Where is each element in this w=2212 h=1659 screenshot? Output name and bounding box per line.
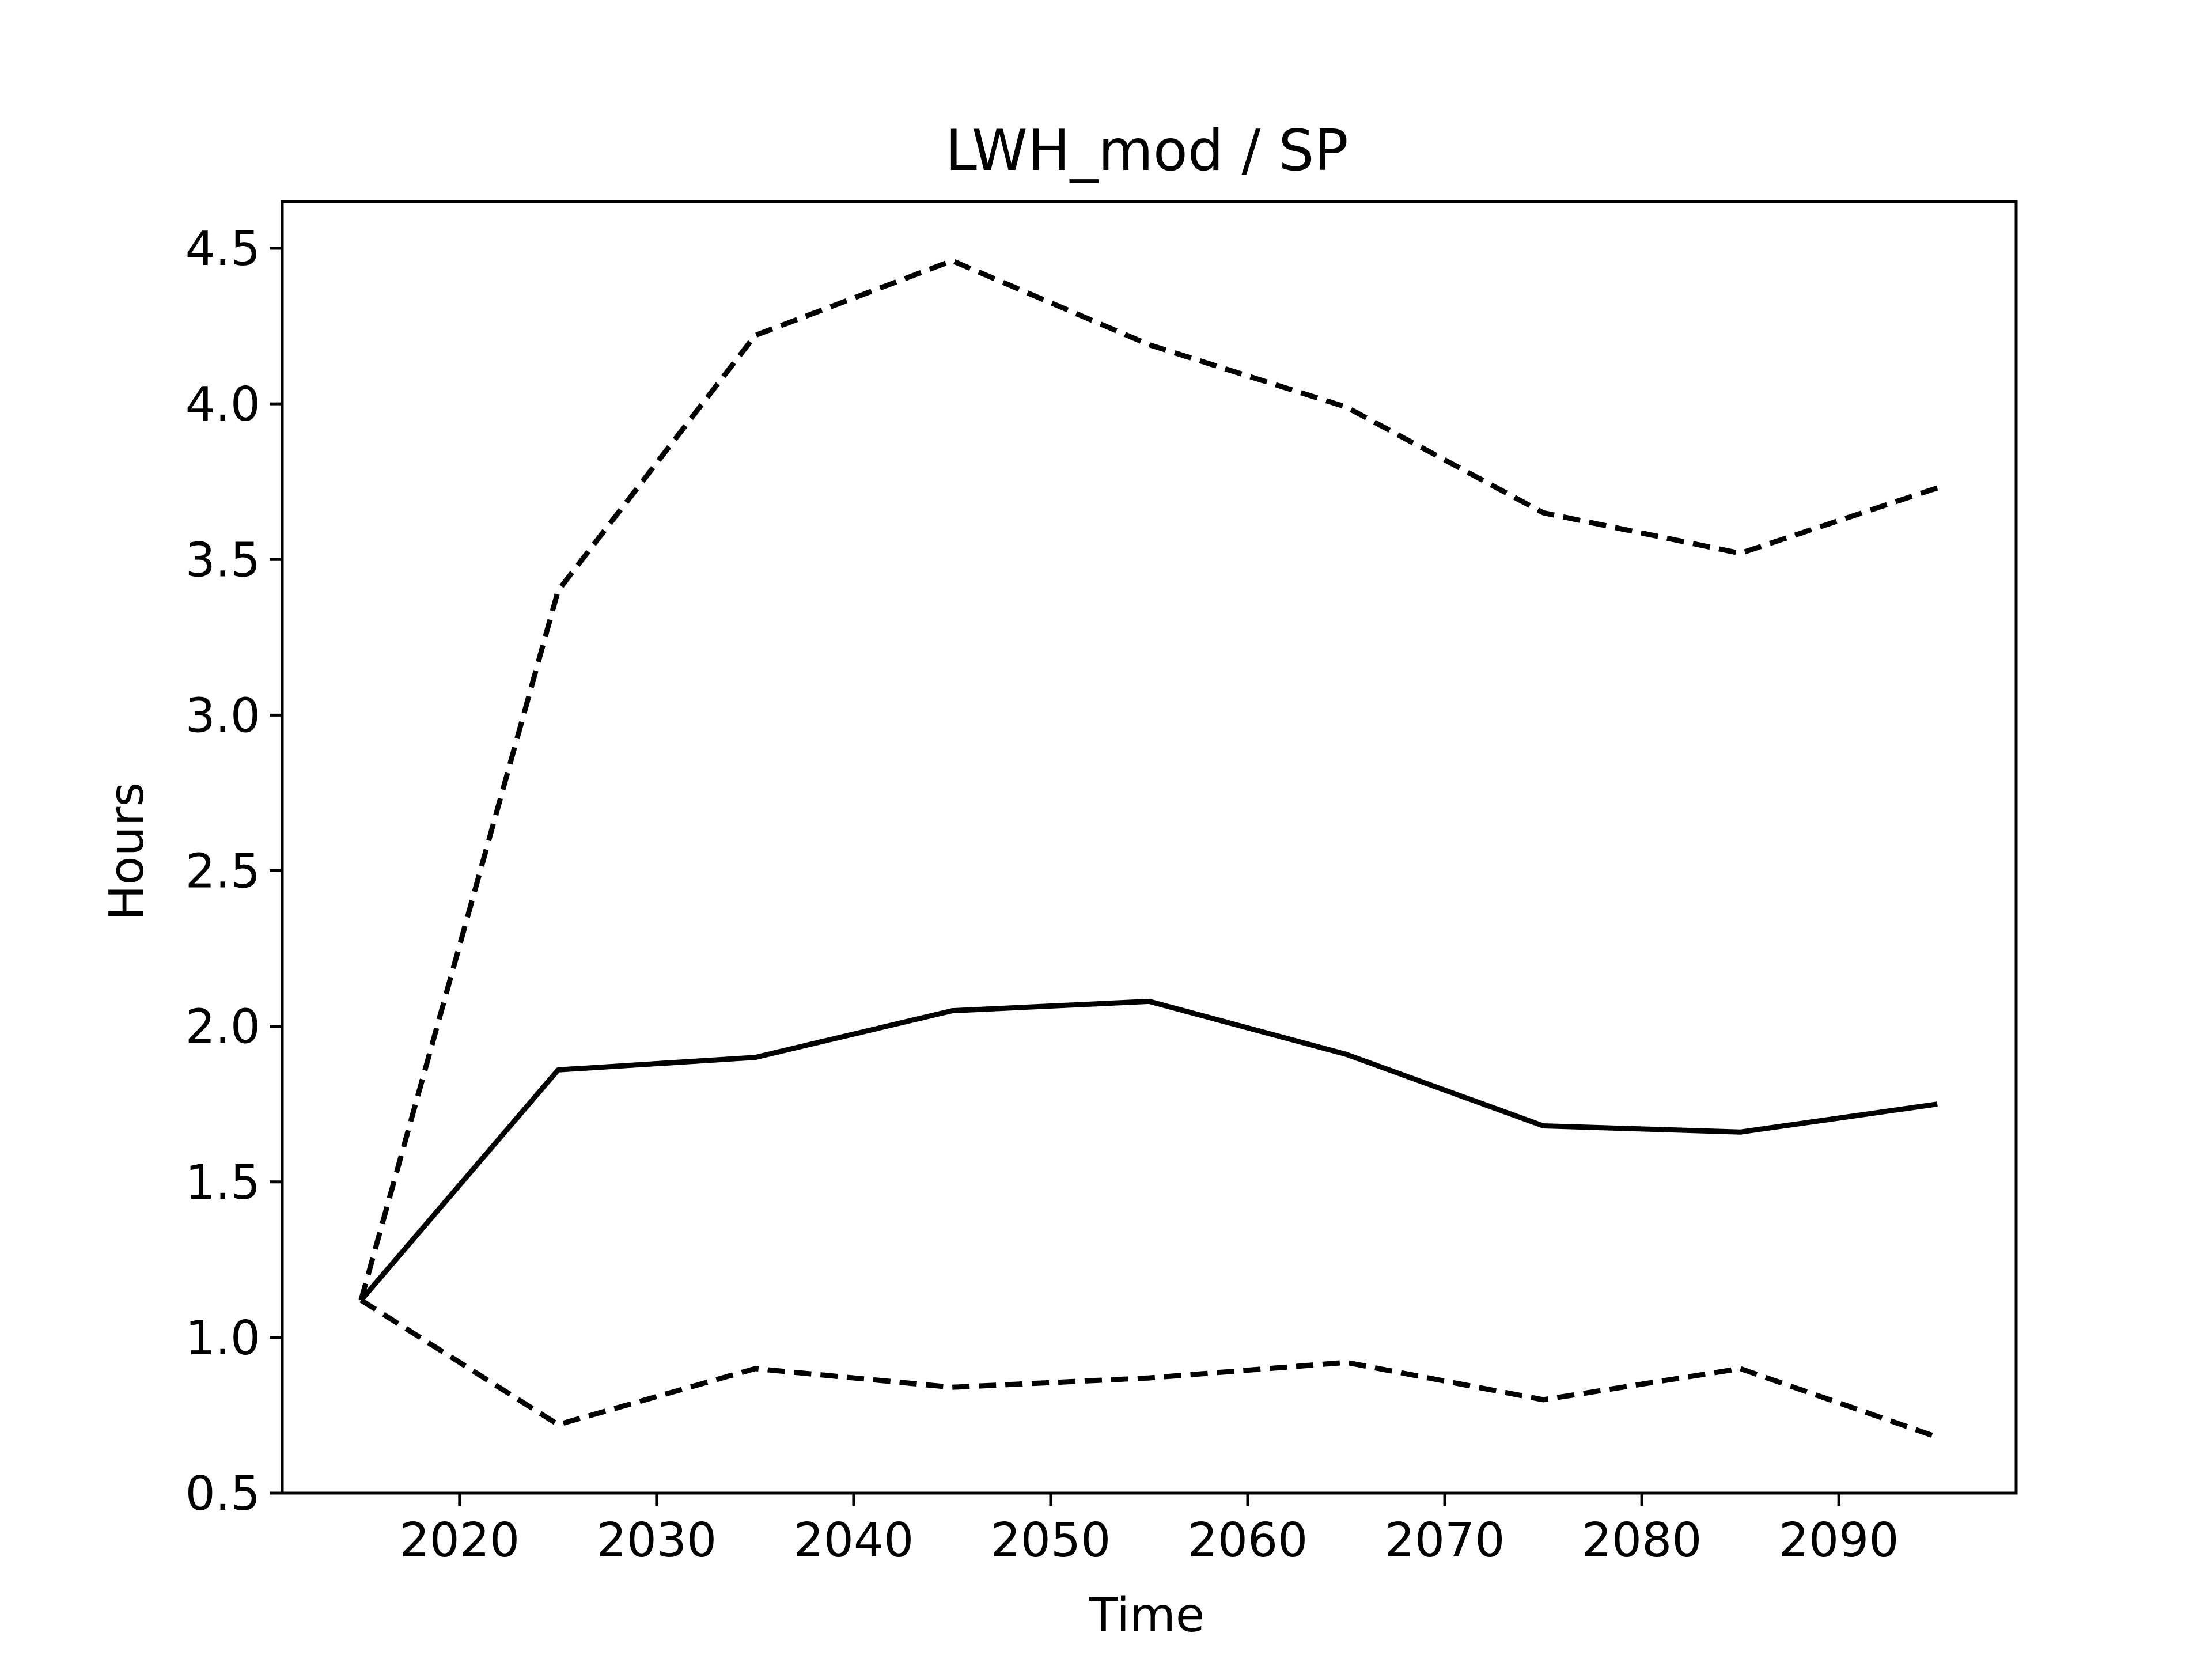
- x-tick-label: 2080: [1582, 1513, 1702, 1568]
- x-tick-label: 2050: [991, 1513, 1111, 1568]
- series-line-upper: [358, 258, 1938, 1301]
- series-layer: [358, 258, 1938, 1440]
- x-tick-label: 2090: [1779, 1513, 1899, 1568]
- y-tick-label: 3.0: [185, 688, 260, 743]
- y-tick-label: 4.0: [185, 377, 260, 432]
- x-tick-label: 2070: [1385, 1513, 1505, 1568]
- y-tick-label: 1.0: [185, 1311, 260, 1366]
- y-tick-label: 2.5: [185, 844, 260, 899]
- y-tick-label: 1.5: [185, 1156, 260, 1210]
- series-line-lower: [359, 1298, 1938, 1440]
- series-line-mean: [359, 998, 1938, 1302]
- y-tick-label: 3.5: [185, 533, 260, 588]
- x-tick-label: 2060: [1188, 1513, 1308, 1568]
- x-axis: 2020 2030 2040 2050 2060 2070 2080 2090: [399, 1493, 1899, 1568]
- plot-frame: [281, 200, 2018, 1495]
- chart-title: LWH_mod / SP: [945, 118, 1348, 184]
- y-tick-label: 2.0: [185, 1000, 260, 1055]
- x-tick-label: 2020: [399, 1513, 520, 1568]
- x-tick-label: 2040: [794, 1513, 914, 1568]
- y-axis-label: Hours: [100, 782, 154, 921]
- y-tick-label: 0.5: [185, 1467, 260, 1521]
- x-tick-label: 2030: [597, 1513, 717, 1568]
- x-axis-label: Time: [1089, 1588, 1205, 1643]
- y-axis: 0.5 1.0 1.5 2.0 2.5 3.0 3.5 4.0 4.5: [185, 222, 282, 1521]
- y-tick-label: 4.5: [185, 222, 260, 276]
